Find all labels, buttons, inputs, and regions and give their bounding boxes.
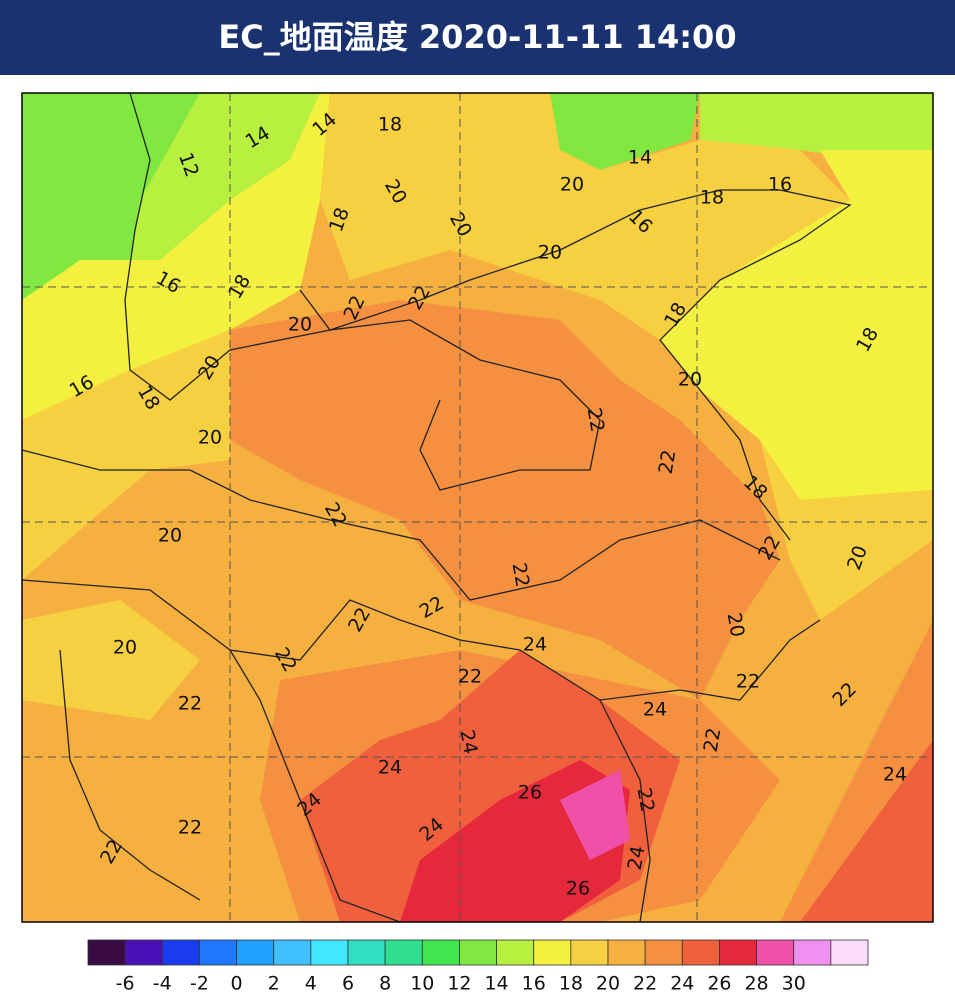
color-swatch xyxy=(830,939,869,966)
color-swatch xyxy=(496,939,535,966)
colorbar-tick-label: 10 xyxy=(410,973,434,995)
contour-label: 22 xyxy=(178,817,202,839)
colorbar-tick-label: -6 xyxy=(116,973,135,995)
border-line xyxy=(124,92,561,401)
colorbar-tick-label: 12 xyxy=(447,973,471,995)
contour-label: 22 xyxy=(700,726,726,754)
border-line xyxy=(559,189,852,541)
contour-label: 20 xyxy=(538,242,562,264)
contour-label: 22 xyxy=(583,406,609,434)
color-swatch xyxy=(310,939,349,966)
border-line xyxy=(59,649,201,901)
title: EC_地面温度 2020-11-11 14:00 xyxy=(0,0,955,75)
color-swatch xyxy=(570,939,609,966)
contour-label: 14 xyxy=(628,147,652,169)
temperature-region xyxy=(560,770,630,860)
colorbar-tick-label: 2 xyxy=(268,973,280,995)
contour-label: 24 xyxy=(624,844,650,872)
color-swatch xyxy=(124,939,163,966)
colorbar-tick-label: 6 xyxy=(342,973,354,995)
colorbar-tick-label: 14 xyxy=(484,973,508,995)
contour-label: 20 xyxy=(560,174,584,196)
temperature-region xyxy=(230,300,780,700)
border-line xyxy=(21,579,681,701)
color-swatch xyxy=(793,939,832,966)
temperature-region xyxy=(800,740,933,922)
color-swatch xyxy=(347,939,386,966)
contour-label: 22 xyxy=(508,561,534,589)
contour-label: 18 xyxy=(378,114,402,136)
color-swatch xyxy=(644,939,683,966)
color-swatch xyxy=(384,939,423,966)
contour-label: 22 xyxy=(633,786,659,814)
temperature-region xyxy=(22,93,200,300)
contour-label: 22 xyxy=(178,693,202,715)
temperature-region xyxy=(660,150,933,500)
border-line xyxy=(299,289,601,491)
colorbar-tick-label: 18 xyxy=(559,973,583,995)
contour-label: 20 xyxy=(113,637,137,659)
colorbar-tick-label: 26 xyxy=(707,973,731,995)
colorbar-tick-label: 22 xyxy=(633,973,657,995)
color-swatch xyxy=(273,939,312,966)
contour-label: 16 xyxy=(768,174,792,196)
contour-label: 20 xyxy=(158,525,182,547)
contour-label: 22 xyxy=(655,448,681,476)
color-swatch xyxy=(199,939,237,966)
color-swatch xyxy=(607,939,646,966)
color-swatch xyxy=(459,939,497,966)
border-line xyxy=(599,699,651,923)
contour-label: 24 xyxy=(456,728,482,756)
border-line xyxy=(679,619,821,701)
color-swatch xyxy=(87,939,126,966)
contour-label: 24 xyxy=(883,764,907,786)
temperature-region xyxy=(22,600,200,720)
contour-label: 20 xyxy=(723,611,749,639)
contour-label: 22 xyxy=(458,666,482,688)
border-line xyxy=(21,449,781,601)
color-swatch xyxy=(236,939,275,966)
color-swatch xyxy=(161,939,200,966)
contour-label: 24 xyxy=(643,699,667,721)
color-swatch xyxy=(421,939,460,966)
contour-label: 24 xyxy=(378,757,402,779)
color-swatch xyxy=(756,939,795,966)
contour-label: 20 xyxy=(288,314,312,336)
colorbar-tick-label: 8 xyxy=(379,973,391,995)
colorbar-tick-label: 24 xyxy=(670,973,694,995)
contour-label: 26 xyxy=(566,878,590,900)
color-swatch xyxy=(533,939,572,966)
color-swatch xyxy=(719,939,757,966)
colorbar-tick-label: 0 xyxy=(231,973,243,995)
contour-label: 20 xyxy=(678,369,702,391)
temperature-region xyxy=(550,93,700,170)
colorbar-tick-label: 16 xyxy=(522,973,546,995)
colorbar-tick-label: -2 xyxy=(190,973,209,995)
temperature-region xyxy=(760,440,933,620)
contour-label: 24 xyxy=(523,634,547,656)
temperature-region xyxy=(130,93,320,260)
color-swatch xyxy=(681,939,720,966)
colorbar-tick-label: 30 xyxy=(782,973,806,995)
border-line xyxy=(229,649,401,923)
contour-label: 26 xyxy=(518,782,542,804)
colorbar-tick-label: -4 xyxy=(153,973,172,995)
colorbar-tick-label: 20 xyxy=(596,973,620,995)
contour-label: 22 xyxy=(736,671,760,693)
colorbar-tick-label: 28 xyxy=(744,973,768,995)
contour-label: 18 xyxy=(700,187,724,209)
temperature-region xyxy=(320,93,850,340)
contour-label: 20 xyxy=(198,427,222,449)
colorbar-tick-label: 4 xyxy=(305,973,317,995)
map-frame xyxy=(21,92,934,923)
